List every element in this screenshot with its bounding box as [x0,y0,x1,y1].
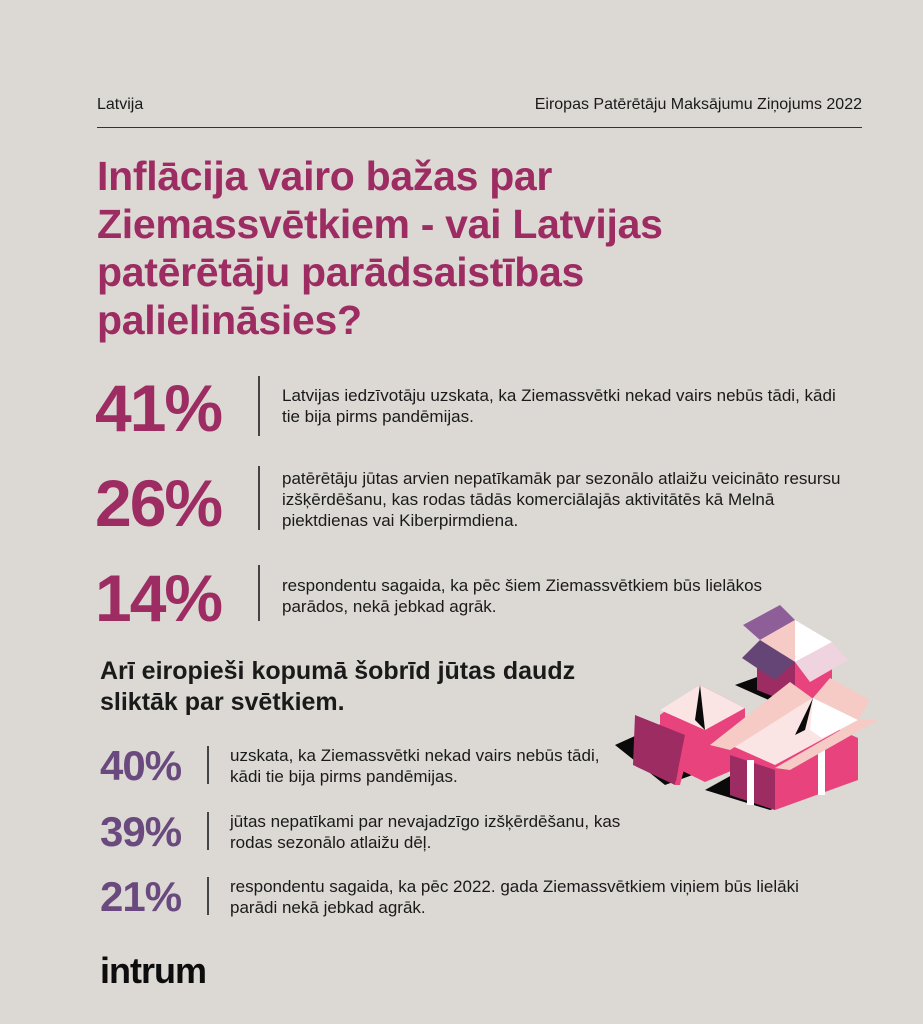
gift-boxes-illustration [615,605,878,810]
europe-heading: Arī eiropieši kopumā šobrīd jūtas daudz … [100,657,576,716]
stat-text: Latvijas iedzīvotāju uzskata, ka Ziemass… [282,386,836,426]
stat-text: uzskata, ka Ziemassvētki nekad vairs neb… [230,746,600,786]
stat-divider [258,376,260,436]
stat-divider [258,466,260,530]
report-title: Eiropas Patērētāju Maksājumu Ziņojums 20… [534,96,862,113]
stat-divider [207,746,209,784]
stat-value: 40% [100,742,182,789]
page-title: Inflācija vairo bažas par Ziemassvētkiem… [97,153,663,343]
intrum-logo: intrum [100,950,207,991]
stat-divider [258,565,260,621]
stat-text: jūtas nepatīkami par nevajadzīgo izšķērd… [230,812,621,852]
header-divider [97,127,862,128]
stat-value: 21% [100,873,182,920]
stat-value: 14% [95,561,223,635]
stat-text: respondentu sagaida, ka pēc 2022. gada Z… [230,877,799,917]
stat-text: respondentu sagaida, ka pēc šiem Ziemass… [282,576,763,616]
country-label: Latvija [97,96,144,113]
stat-value: 39% [100,808,182,855]
stat-divider [207,812,209,850]
stat-divider [207,877,209,915]
stat-text: patērētāju jūtas arvien nepatīkamāk par … [282,469,841,530]
stat-value: 41% [95,371,223,445]
stat-value: 26% [95,466,223,540]
